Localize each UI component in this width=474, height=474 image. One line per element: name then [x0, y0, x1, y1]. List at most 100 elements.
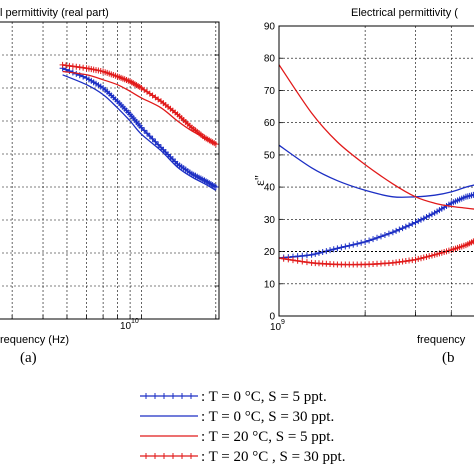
series-point — [149, 135, 156, 142]
series-line — [279, 193, 474, 259]
series-point — [370, 236, 377, 243]
series-point — [385, 230, 392, 237]
legend-marker — [170, 393, 176, 399]
series-point — [315, 249, 322, 256]
series-point — [420, 254, 427, 261]
series-point — [426, 212, 433, 219]
series-point — [280, 255, 287, 262]
series-point — [303, 259, 310, 266]
series-point — [338, 244, 345, 251]
series-point — [366, 237, 373, 244]
panel-a-label: (a) — [20, 350, 37, 366]
series-point — [423, 214, 430, 221]
series-point — [155, 141, 162, 148]
series-point — [399, 225, 406, 232]
series-point — [428, 252, 435, 259]
series-point — [146, 133, 153, 140]
panel-a-xtick-exp: 10 — [131, 318, 139, 325]
series-line — [279, 64, 474, 210]
legend-marker — [179, 393, 185, 399]
series-point — [138, 124, 145, 131]
panel-a-series — [59, 61, 219, 191]
series-line — [279, 144, 474, 198]
series-point — [143, 130, 150, 137]
series-point — [285, 256, 292, 263]
y-tick-label: 60 — [264, 118, 276, 129]
legend-entry: : T = 0 °C, S = 5 ppt. — [140, 389, 327, 405]
series-3 — [279, 64, 474, 210]
series-point — [152, 138, 159, 145]
series-point — [294, 257, 301, 264]
y-tick-label: 90 — [264, 22, 276, 33]
panel-a: l permittivity (real part) 10 10 requenc… — [0, 7, 220, 366]
panel-a-grid — [0, 22, 219, 319]
series-point — [358, 239, 365, 246]
series-point — [362, 238, 369, 245]
series-point — [350, 241, 357, 248]
legend-text: : T = 0 °C, S = 30 ppt. — [201, 409, 334, 425]
series-1 — [279, 144, 474, 198]
series-point — [212, 184, 219, 190]
panel-a-frame — [0, 21, 220, 320]
legend-text: : T = 20 °C , S = 30 ppt. — [201, 449, 345, 465]
series-point — [330, 246, 337, 253]
series-3 — [62, 70, 217, 145]
series-point — [334, 245, 341, 252]
panel-b-xtick-exp: 9 — [281, 319, 285, 326]
panel-b-xlabel: frequency — [417, 334, 466, 346]
series-point — [423, 253, 430, 260]
panel-b: Electrical permittivity ( 01020304050607… — [253, 7, 474, 366]
legend-marker — [143, 453, 149, 459]
series-point — [472, 193, 474, 195]
series-point — [415, 255, 422, 262]
y-tick-label: 30 — [264, 215, 276, 226]
series-2 — [59, 61, 219, 148]
y-tick-label: 10 — [264, 279, 276, 290]
legend-entry: : T = 0 °C, S = 30 ppt. — [140, 409, 334, 425]
series-point — [212, 141, 219, 148]
y-tick-label: 70 — [264, 86, 276, 97]
series-point — [412, 219, 419, 226]
y-tick-label: 20 — [264, 247, 276, 258]
series-point — [428, 211, 435, 218]
panel-b-title: Electrical permittivity ( — [351, 7, 458, 19]
series-point — [289, 257, 296, 264]
legend-text: : T = 20 °C, S = 5 ppt. — [201, 429, 334, 445]
series-point — [406, 222, 413, 229]
series-point — [393, 227, 400, 234]
panel-a-xlabel: requency (Hz) — [0, 334, 69, 346]
series-point — [415, 218, 422, 225]
panel-b-series — [279, 64, 474, 268]
series-point — [412, 256, 419, 263]
series-point — [470, 238, 474, 245]
panel-b-ylabel: ε'' — [253, 175, 268, 186]
series-point — [374, 234, 381, 241]
series-point — [279, 255, 282, 261]
legend-marker — [161, 453, 167, 459]
legend-marker — [161, 393, 167, 399]
panel-b-label: (b — [442, 350, 455, 366]
series-point — [381, 231, 388, 238]
series-point — [402, 223, 409, 230]
legend-entry: : T = 20 °C , S = 30 ppt. — [140, 449, 345, 465]
legend-marker — [188, 393, 194, 399]
legend-marker — [143, 393, 149, 399]
series-point — [346, 242, 353, 249]
series-point — [299, 258, 306, 265]
legend-marker — [179, 453, 185, 459]
series-point — [420, 215, 427, 222]
series-point — [426, 253, 433, 260]
series-point — [308, 251, 315, 258]
series-2 — [279, 238, 474, 268]
series-point — [396, 226, 403, 233]
y-tick-label: 0 — [269, 312, 275, 323]
legend-marker — [188, 453, 194, 459]
series-point — [377, 233, 384, 240]
y-tick-label: 80 — [264, 54, 276, 65]
panel-a-xtick-base: 10 — [120, 321, 132, 332]
series-1 — [62, 74, 217, 191]
y-tick-label: 40 — [264, 183, 276, 194]
series-point — [354, 240, 361, 247]
legend: : T = 0 °C, S = 5 ppt. : T = 0 °C, S = 30… — [140, 389, 345, 465]
